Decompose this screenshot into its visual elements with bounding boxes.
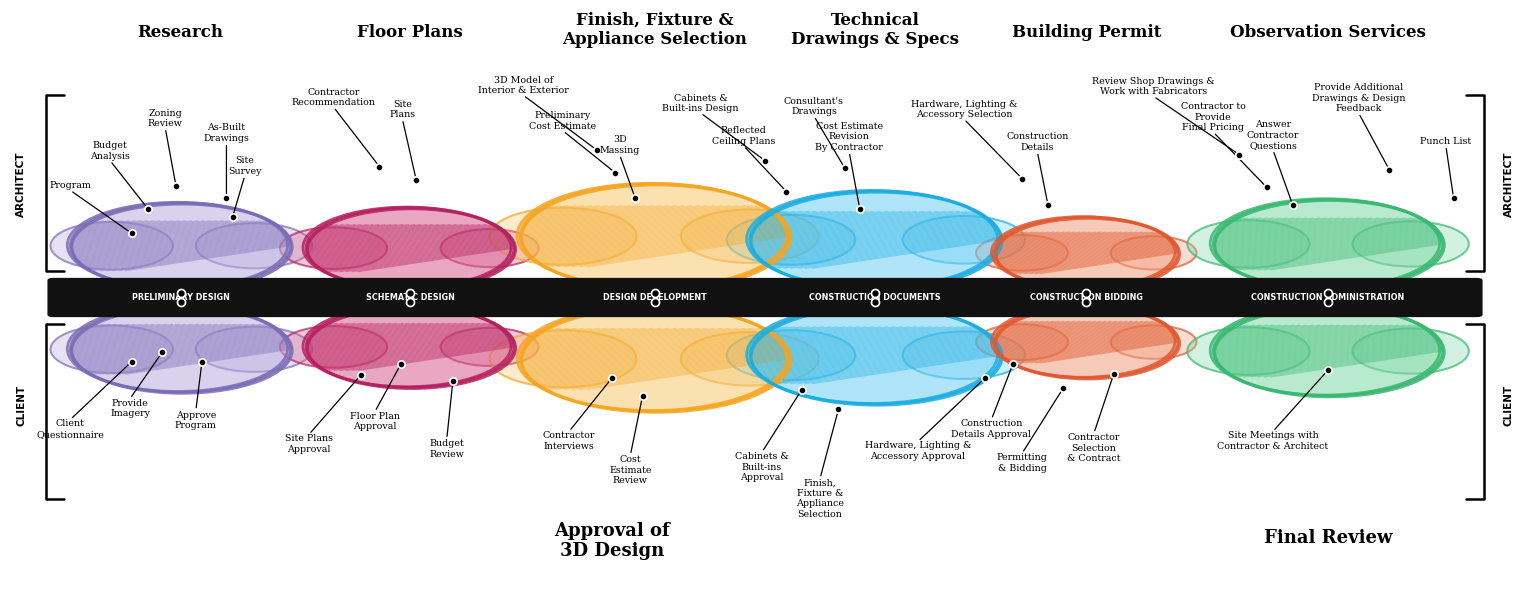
Text: CONSTRUCTION BIDDING: CONSTRUCTION BIDDING (1030, 293, 1143, 302)
Text: CONSTRUCTION ADMINISTRATION: CONSTRUCTION ADMINISTRATION (1252, 293, 1405, 302)
Ellipse shape (727, 330, 855, 380)
Text: Approve
Program: Approve Program (174, 411, 217, 430)
Text: DESIGN DEVELOPMENT: DESIGN DEVELOPMENT (603, 293, 707, 302)
Ellipse shape (441, 229, 539, 267)
Ellipse shape (1111, 325, 1196, 359)
Text: Cost
Estimate
Review: Cost Estimate Review (609, 455, 652, 485)
Ellipse shape (681, 332, 819, 386)
Text: Technical
Drawings & Specs: Technical Drawings & Specs (791, 12, 959, 49)
Text: Contractor
Interviews: Contractor Interviews (543, 431, 595, 451)
Ellipse shape (1111, 236, 1196, 270)
Ellipse shape (490, 330, 636, 387)
Ellipse shape (750, 306, 1001, 404)
Ellipse shape (520, 184, 789, 289)
Text: Cabinets &
Built-ins
Approval: Cabinets & Built-ins Approval (734, 452, 789, 482)
Ellipse shape (441, 328, 539, 366)
Text: Client
Questionnaire: Client Questionnaire (37, 419, 104, 439)
Text: Hardware, Lighting &
Accessory Selection: Hardware, Lighting & Accessory Selection (910, 99, 1017, 119)
Ellipse shape (903, 331, 1025, 379)
Text: Provide
Imagery: Provide Imagery (110, 399, 150, 418)
Ellipse shape (520, 306, 789, 411)
Ellipse shape (306, 208, 514, 289)
Text: Preliminary
Cost Estimate: Preliminary Cost Estimate (529, 111, 597, 131)
Text: Consultant's
Drawings: Consultant's Drawings (783, 96, 845, 116)
Ellipse shape (1353, 221, 1469, 267)
Ellipse shape (196, 223, 312, 268)
Ellipse shape (750, 191, 1001, 289)
Ellipse shape (1353, 328, 1469, 374)
Text: Permitting
& Bidding: Permitting & Bidding (996, 453, 1048, 473)
Text: Finish, Fixture &
Appliance Selection: Finish, Fixture & Appliance Selection (563, 12, 747, 49)
Ellipse shape (1187, 220, 1310, 268)
Text: PRELIMINARY DESIGN: PRELIMINARY DESIGN (132, 293, 230, 302)
Ellipse shape (976, 324, 1068, 360)
Text: Site
Survey: Site Survey (228, 156, 262, 176)
Text: Cabinets &
Built-ins Design: Cabinets & Built-ins Design (662, 93, 739, 113)
Ellipse shape (50, 325, 173, 373)
Ellipse shape (994, 217, 1178, 289)
Text: Budget
Review: Budget Review (430, 439, 464, 459)
Text: Observation Services: Observation Services (1230, 24, 1426, 41)
Text: Floor Plans: Floor Plans (356, 24, 464, 41)
Ellipse shape (196, 327, 312, 372)
Text: Contractor
Recommendation: Contractor Recommendation (292, 87, 375, 107)
Text: 3D
Massing: 3D Massing (600, 135, 640, 155)
Ellipse shape (70, 203, 291, 289)
Text: Finish,
Fixture &
Appliance
Selection: Finish, Fixture & Appliance Selection (796, 478, 845, 519)
Text: Building Permit: Building Permit (1011, 24, 1161, 41)
Text: Floor Plan
Approval: Floor Plan Approval (350, 412, 399, 431)
Text: Review Shop Drawings &
Work with Fabricators: Review Shop Drawings & Work with Fabrica… (1092, 77, 1215, 96)
Text: SCHEMATIC DESIGN: SCHEMATIC DESIGN (366, 293, 454, 302)
Text: Construction
Details Approval: Construction Details Approval (952, 419, 1031, 439)
Ellipse shape (50, 222, 173, 270)
Ellipse shape (490, 208, 636, 265)
Text: ARCHITECT: ARCHITECT (1504, 152, 1513, 217)
Text: Research: Research (138, 24, 223, 41)
Text: 3D Model of
Interior & Exterior: 3D Model of Interior & Exterior (477, 76, 569, 95)
Text: Program: Program (49, 181, 92, 190)
Text: CLIENT: CLIENT (1504, 385, 1513, 427)
Text: Site Meetings with
Contractor & Architect: Site Meetings with Contractor & Architec… (1218, 431, 1328, 451)
Ellipse shape (976, 235, 1068, 271)
Ellipse shape (681, 209, 819, 263)
Text: Cost Estimate
Revision
By Contractor: Cost Estimate Revision By Contractor (815, 122, 883, 152)
Ellipse shape (280, 326, 387, 368)
Text: Zoning
Review: Zoning Review (148, 108, 182, 128)
FancyBboxPatch shape (47, 278, 1483, 317)
Text: Provide Additional
Drawings & Design
Feedback: Provide Additional Drawings & Design Fee… (1311, 83, 1406, 113)
Text: CLIENT: CLIENT (17, 385, 26, 427)
Text: Site
Plans: Site Plans (389, 99, 416, 119)
Text: Final Review: Final Review (1264, 530, 1392, 547)
Ellipse shape (1213, 306, 1443, 396)
Text: Budget
Analysis: Budget Analysis (90, 141, 130, 161)
Text: ARCHITECT: ARCHITECT (17, 152, 26, 217)
Text: Contractor to
Provide
Final Pricing: Contractor to Provide Final Pricing (1181, 102, 1245, 132)
Ellipse shape (903, 216, 1025, 264)
Ellipse shape (280, 227, 387, 269)
Text: CONSTRUCTION DOCUMENTS: CONSTRUCTION DOCUMENTS (809, 293, 941, 302)
Text: Reflected
Ceiling Plans: Reflected Ceiling Plans (711, 126, 776, 146)
Ellipse shape (994, 306, 1178, 378)
Text: Construction
Details: Construction Details (1007, 132, 1068, 152)
Text: Site Plans
Approval: Site Plans Approval (285, 434, 334, 454)
Ellipse shape (727, 215, 855, 265)
Text: Punch List: Punch List (1420, 137, 1472, 146)
Text: Contractor
Selection
& Contract: Contractor Selection & Contract (1068, 433, 1120, 463)
Ellipse shape (70, 306, 291, 392)
Text: Hardware, Lighting &
Accessory Approval: Hardware, Lighting & Accessory Approval (864, 441, 972, 461)
Ellipse shape (306, 306, 514, 387)
Text: Approval of
3D Design: Approval of 3D Design (554, 522, 670, 560)
Ellipse shape (1187, 327, 1310, 375)
Text: As-Built
Drawings: As-Built Drawings (203, 123, 249, 143)
Ellipse shape (1213, 199, 1443, 289)
Text: Answer
Contractor
Questions: Answer Contractor Questions (1247, 120, 1299, 150)
